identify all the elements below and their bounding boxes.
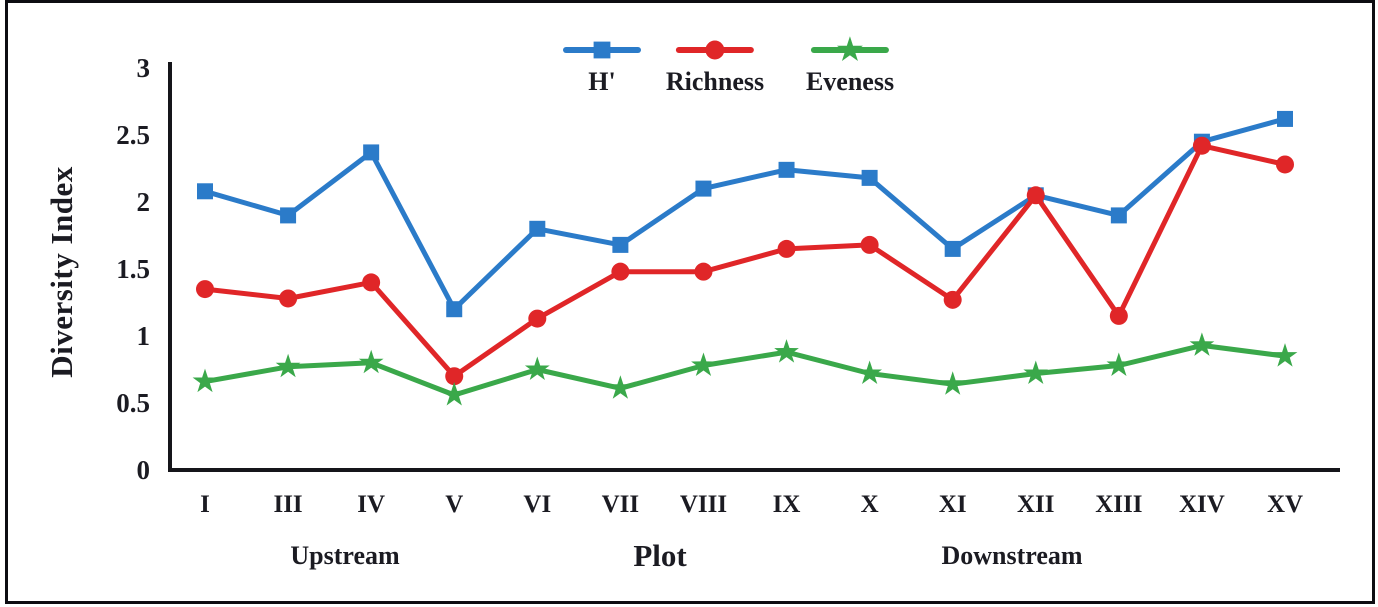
square-marker [1277,110,1293,127]
legend-label-eveness: Eveness [805,67,895,96]
circle-marker [611,262,630,281]
x-tick-label: XIV [1179,491,1225,518]
y-tick-label: 2.5 [116,120,150,150]
square-marker [861,169,878,186]
x-tick-label: VIII [680,491,727,518]
y-axis-title: Diversity Index [44,166,79,378]
star-marker [441,382,467,406]
star-marker [608,375,633,399]
square-marker [944,240,961,257]
square-marker [197,183,213,200]
circle-marker [279,289,298,308]
star-marker [857,360,882,384]
circle-marker [1276,155,1294,174]
y-tick-label: 1 [137,321,151,351]
star-marker [691,352,716,376]
x-tick-label: I [200,491,210,518]
x-axis-title: Plot [633,538,687,573]
circle-marker [1192,136,1211,155]
circle-marker [528,309,547,328]
legend-star-icon [811,36,889,61]
star-marker [837,36,863,61]
circle-marker [196,280,214,299]
circle-marker [777,239,796,258]
square-marker [593,41,611,59]
group-label-upstream: Upstream [290,541,400,570]
legend-label-richness: Richness [665,67,765,96]
y-tick-label: 0 [137,455,151,485]
star-marker [275,353,301,378]
square-marker [280,207,297,224]
circle-marker [1026,186,1045,205]
star-marker [192,368,218,393]
legend-label-h: H' [588,67,616,96]
axes [168,62,1340,472]
x-tick-label: IX [773,491,801,518]
y-tick-label: 0.5 [116,388,150,418]
x-tick-label: VII [602,491,640,518]
star-marker [940,371,966,395]
legend-item-h: H' [560,36,644,97]
group-label-downstream: Downstream [941,541,1083,570]
x-tick-label: V [445,491,463,518]
y-tick-label: 1.5 [116,254,150,284]
star-marker [1272,343,1298,367]
series-line-eveness [202,342,1288,398]
circle-marker [445,367,464,386]
circle-marker [860,235,879,254]
series-line-h [202,116,1288,312]
circle-marker [705,40,725,60]
x-tick-label: VI [523,491,551,518]
star-marker [524,356,550,380]
x-tick-label: IV [357,491,385,518]
square-marker [612,236,629,253]
circle-marker [1109,306,1128,325]
star-marker [1189,332,1215,356]
chart-frame [5,0,1375,604]
star-marker [774,339,799,363]
x-tick-label: III [273,491,302,518]
circle-marker [943,290,962,309]
legend-item-richness: Richness [666,36,764,97]
series-line-richness [202,143,1288,379]
star-marker [358,349,384,374]
x-tick-label: XV [1267,491,1303,518]
star-marker [1106,352,1132,376]
x-tick-label: XI [939,491,967,518]
x-tick-label: X [861,491,879,518]
square-marker [778,161,795,178]
circle-marker [694,262,713,281]
y-tick-label: 2 [137,187,151,217]
square-marker [695,180,712,197]
legend-square-icon [563,41,641,59]
x-tick-label: XIII [1095,491,1142,518]
star-marker [1023,360,1049,384]
x-tick-label: XII [1017,491,1055,518]
legend-circle-icon [676,40,754,60]
circle-marker [362,273,381,292]
square-marker [446,301,463,318]
legend-item-eveness: Eveness [806,36,894,97]
square-marker [363,144,380,161]
square-marker [529,220,546,237]
square-marker [1110,207,1127,224]
chart-legend: H' Richness Eveness [0,36,1378,106]
y-tick-label: 3 [137,53,151,83]
